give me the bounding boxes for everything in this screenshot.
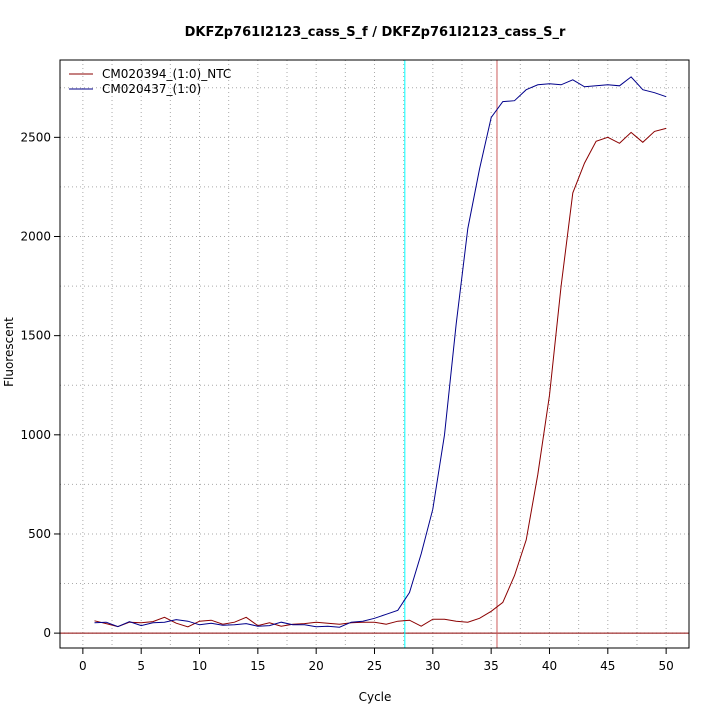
x-tick-label: 50 bbox=[658, 659, 673, 673]
x-tick-label: 25 bbox=[367, 659, 382, 673]
chart-title: DKFZp761I2123_cass_S_f / DKFZp761I2123_c… bbox=[185, 25, 566, 40]
y-tick-label: 0 bbox=[43, 626, 51, 640]
reference-lines bbox=[60, 60, 689, 648]
series-line-1 bbox=[94, 127, 667, 628]
x-tick-label: 45 bbox=[600, 659, 615, 673]
x-tick-label: 35 bbox=[484, 659, 499, 673]
y-axis-label: Fluorescent bbox=[2, 317, 16, 387]
legend-label: CM020394_(1:0)_NTC bbox=[102, 67, 231, 81]
x-tick-label: 15 bbox=[250, 659, 265, 673]
x-tick-label: 10 bbox=[192, 659, 207, 673]
x-tick-label: 0 bbox=[79, 659, 87, 673]
series-line-2 bbox=[94, 76, 667, 628]
x-tick-label: 40 bbox=[542, 659, 557, 673]
x-tick-label: 20 bbox=[309, 659, 324, 673]
x-axis: 0 5 10 15 20 25 30 35 40 45 50 bbox=[79, 648, 674, 673]
series-layer bbox=[94, 76, 667, 628]
y-tick-label: 500 bbox=[28, 527, 51, 541]
y-tick-label: 1000 bbox=[20, 428, 51, 442]
x-tick-label: 5 bbox=[137, 659, 145, 673]
y-tick-label: 2500 bbox=[20, 130, 51, 144]
x-tick-label: 30 bbox=[425, 659, 440, 673]
legend-label: CM020437_(1:0) bbox=[102, 82, 201, 96]
y-tick-label: 2000 bbox=[20, 229, 51, 243]
x-axis-label: Cycle bbox=[359, 690, 392, 704]
y-axis: 0 500 1000 1500 2000 2500 bbox=[20, 130, 60, 640]
y-tick-label: 1500 bbox=[20, 329, 51, 343]
grid bbox=[60, 60, 689, 648]
